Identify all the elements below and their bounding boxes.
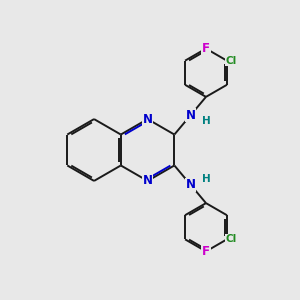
Text: H: H	[202, 174, 210, 184]
Text: Cl: Cl	[226, 234, 237, 244]
Text: N: N	[185, 178, 196, 191]
Text: F: F	[202, 245, 210, 258]
Text: N: N	[185, 109, 196, 122]
Text: N: N	[142, 174, 153, 188]
Text: F: F	[202, 42, 210, 55]
Text: N: N	[142, 112, 153, 126]
Text: Cl: Cl	[226, 56, 237, 66]
Text: H: H	[202, 116, 210, 126]
